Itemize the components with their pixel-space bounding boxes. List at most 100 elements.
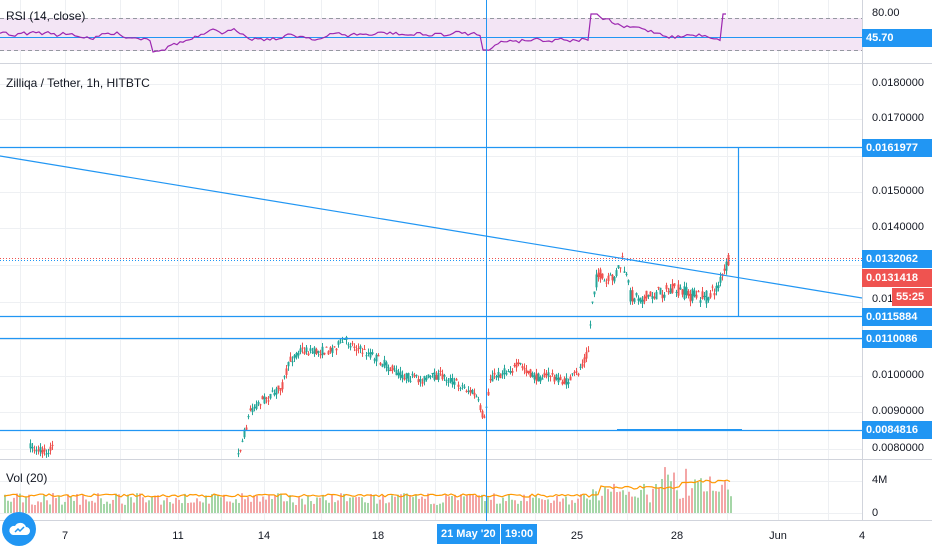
volume-bar <box>256 495 258 513</box>
candle-body <box>541 378 544 380</box>
candle-body <box>259 404 262 406</box>
candle-body <box>663 294 666 298</box>
volume-bar <box>655 484 657 513</box>
volume-bar <box>94 502 96 513</box>
candle-body <box>355 349 358 351</box>
candle-body <box>561 381 564 385</box>
volume-bar <box>565 496 567 513</box>
candle-body <box>329 347 332 352</box>
volume-bar <box>664 467 666 513</box>
volume-bar <box>103 504 105 513</box>
volume-bar <box>253 495 255 513</box>
price-tag-low-level[interactable]: 0.0084816 <box>862 421 932 439</box>
candle-body <box>497 371 500 378</box>
volume-bar <box>478 495 480 513</box>
candle-body <box>687 290 690 296</box>
price-tag-mid-level[interactable]: 0.0110086 <box>862 330 932 348</box>
volume-bar <box>313 503 315 513</box>
rsi-panel-title[interactable]: RSI (14, close) <box>6 9 86 23</box>
volume-bar <box>535 495 537 513</box>
volume-bar <box>625 494 627 513</box>
candle-body <box>357 348 360 350</box>
volume-bar <box>100 498 102 513</box>
candle-body <box>539 376 542 382</box>
candle-body <box>319 354 322 356</box>
candle-body <box>661 294 664 299</box>
candle-body <box>659 287 662 295</box>
volume-bar <box>196 498 198 513</box>
volume-bar <box>571 500 573 513</box>
candle-body <box>489 379 492 381</box>
candle-body <box>607 275 610 282</box>
rsi-axis-tick-80: 80.00 <box>872 7 900 19</box>
descending-trendline[interactable] <box>0 155 863 299</box>
volume-bar <box>133 502 135 513</box>
candle-body <box>509 371 512 373</box>
candle-body <box>435 375 438 380</box>
volume-bar <box>211 494 213 513</box>
volume-bar <box>16 493 18 513</box>
candle-body <box>711 286 714 288</box>
candle-body <box>249 408 252 411</box>
volume-bar <box>466 495 468 513</box>
main-chart-title[interactable]: Zilliqa / Tether, 1h, HITBTC <box>6 76 150 90</box>
candle-body <box>343 338 346 340</box>
candle-body <box>365 355 368 357</box>
volume-bar <box>160 504 162 513</box>
volume-bar <box>436 504 438 513</box>
candle-body <box>531 372 534 377</box>
volume-bar <box>259 501 261 513</box>
candle-body <box>657 286 660 288</box>
candle-body <box>399 371 402 378</box>
candle-body <box>257 401 260 405</box>
candle-body <box>585 352 588 359</box>
candle-body <box>361 352 364 354</box>
volume-bar <box>400 494 402 513</box>
time-axis-tick: 14 <box>257 530 271 542</box>
volume-bar <box>451 496 453 513</box>
volume-bar <box>199 501 201 513</box>
volume-bar <box>691 488 693 513</box>
price-tag-support-level[interactable]: 0.0115884 <box>862 308 932 326</box>
volume-panel-title[interactable]: Vol (20) <box>6 471 48 485</box>
candle-body <box>719 276 722 283</box>
volume-bar <box>202 502 204 513</box>
price-tag-high-level[interactable]: 0.0161977 <box>862 139 932 157</box>
candle-body <box>569 376 572 381</box>
volume-bar <box>76 494 78 513</box>
volume-bar <box>676 490 678 513</box>
volume-bar <box>301 498 303 513</box>
volume-bar <box>115 493 117 513</box>
time-axis-tick: 7 <box>61 530 69 542</box>
volume-bar <box>127 494 129 513</box>
volume-bar <box>475 495 477 513</box>
volume-bar <box>352 497 354 513</box>
tradingview-cloud-logo-icon[interactable] <box>2 512 36 546</box>
price-tag-peak-level[interactable]: 0.0132062 <box>862 250 932 268</box>
candle-body <box>283 376 286 378</box>
candle-body <box>619 267 622 269</box>
candle-body <box>247 416 250 418</box>
candle-body <box>481 410 484 418</box>
candle-body <box>443 375 446 377</box>
candle-body <box>705 290 708 304</box>
volume-bar <box>502 497 504 513</box>
volume-bar <box>283 501 285 513</box>
volume-bar <box>697 482 699 513</box>
volume-bar <box>433 503 435 513</box>
candle-body <box>335 348 338 351</box>
candle-body <box>333 346 336 348</box>
candle-body <box>409 380 412 382</box>
volume-bar <box>580 494 582 513</box>
volume-axis-tick-4m: 4M <box>872 474 888 486</box>
volume-bar <box>538 498 540 513</box>
volume-bar <box>439 503 441 513</box>
candle-body <box>503 368 506 375</box>
candle-body <box>41 450 44 454</box>
volume-bar <box>172 503 174 513</box>
candle-body <box>709 293 712 298</box>
volume-bar <box>319 497 321 513</box>
candle-body <box>683 286 686 299</box>
volume-bar <box>67 494 69 513</box>
